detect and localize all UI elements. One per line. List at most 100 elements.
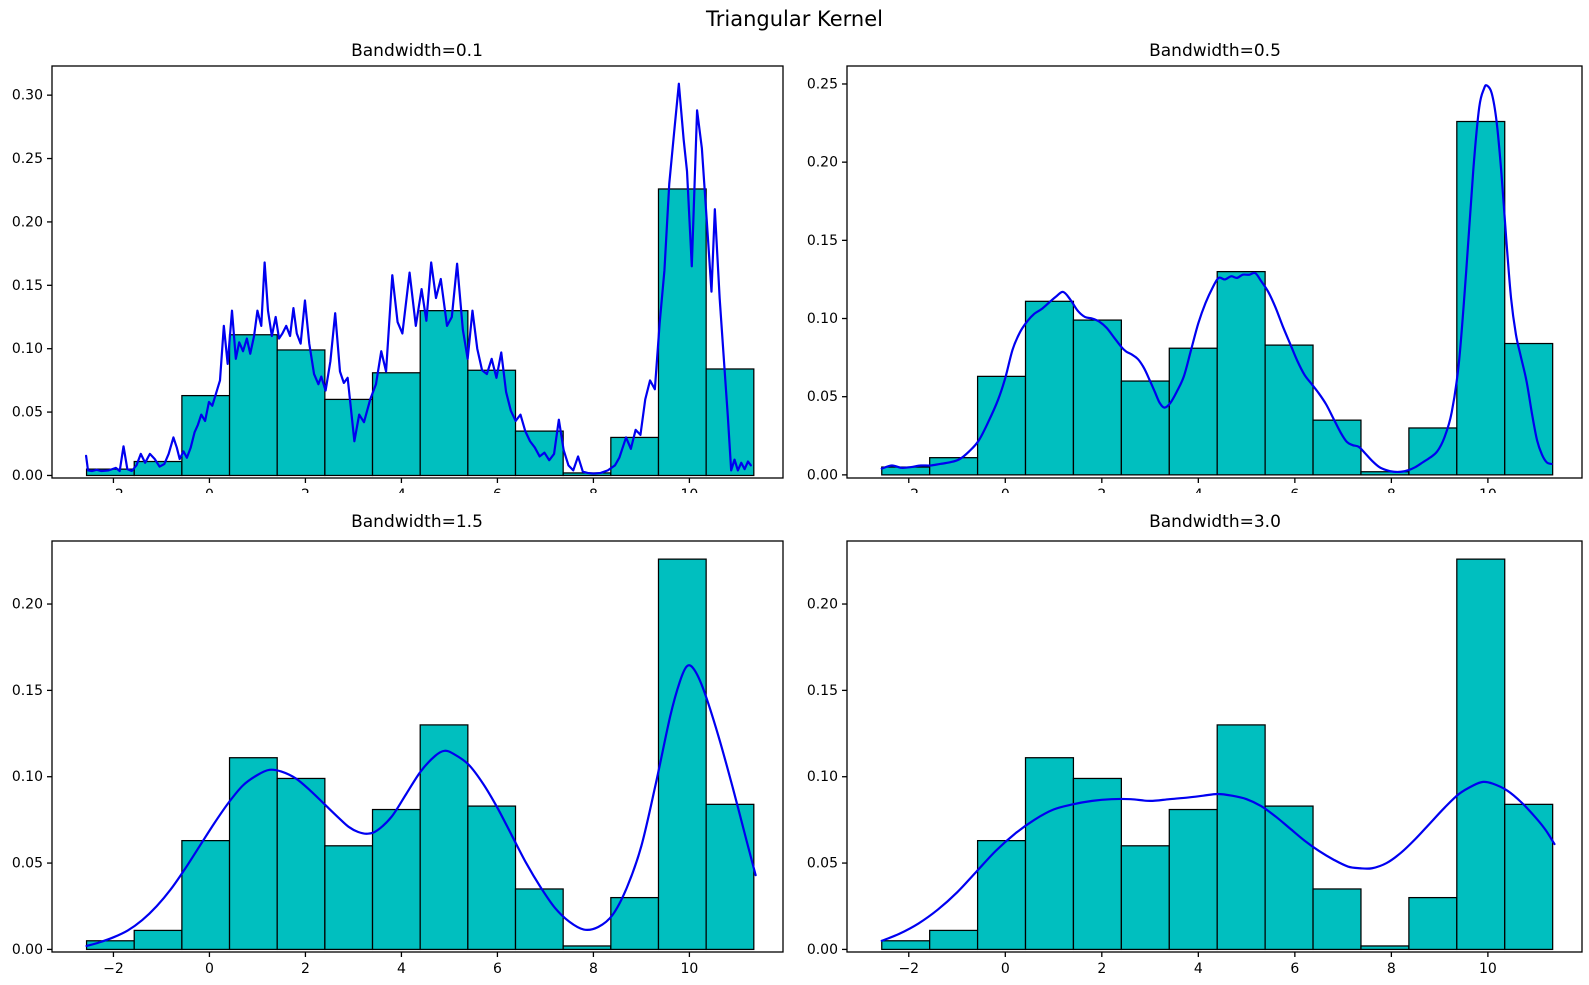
y-tick-label: 0.20 xyxy=(12,214,43,230)
x-tick-label: 4 xyxy=(397,961,406,977)
subplot-bottom-right: −2 0 2 4 6 8 10 0.00 0.05 0.10 0.15 0.20 xyxy=(807,540,1583,977)
y-tick-label: 0.20 xyxy=(807,597,838,613)
y-tick-label: 0.10 xyxy=(12,769,43,785)
kde-curve xyxy=(880,780,1556,942)
subplot-title-bandwidth-0-1: Bandwidth=0.1 xyxy=(351,41,483,61)
axes-frame xyxy=(846,540,1583,953)
histogram-bar xyxy=(181,839,231,951)
histogram-bar xyxy=(705,803,755,951)
histogram-bar xyxy=(1312,888,1362,951)
y-tick-label: 0.05 xyxy=(807,389,838,405)
histogram-bar xyxy=(976,839,1027,951)
histogram-bar xyxy=(419,310,469,477)
x-tick-label: 8 xyxy=(1387,487,1396,493)
subplot-top-right: −2 0 2 4 6 8 10 0.00 0.05 0.10 0.15 0.20 0.25 xyxy=(807,65,1583,493)
histogram-bar xyxy=(514,888,564,951)
histogram-bar xyxy=(371,808,421,951)
histogram-bar xyxy=(562,945,612,951)
histogram-bar xyxy=(133,929,183,951)
histogram-bar xyxy=(467,805,517,951)
histogram-bar xyxy=(1504,803,1554,951)
y-tick-label: 0.05 xyxy=(807,856,838,872)
subplot-bottom-left: −2 0 2 4 6 8 10 0.00 0.05 0.10 0.15 0.20 xyxy=(12,540,784,977)
histogram-bar xyxy=(1120,380,1170,476)
histogram-bar xyxy=(1168,347,1218,476)
x-tick-label: 2 xyxy=(1097,961,1106,977)
x-tick-label: −2 xyxy=(103,961,124,977)
x-tick-label: 10 xyxy=(680,961,698,977)
histogram-bar xyxy=(929,929,979,951)
kde-curve xyxy=(84,82,752,475)
y-tick-label: 0.25 xyxy=(12,151,43,167)
y-tick-label: 0.25 xyxy=(807,76,838,92)
x-tick-label: 10 xyxy=(1479,487,1497,493)
y-tick-label: 0.15 xyxy=(12,683,43,699)
x-tick-label: 0 xyxy=(1001,961,1010,977)
y-tick-label: 0.30 xyxy=(12,88,43,104)
histogram-bar xyxy=(371,372,421,477)
x-tick-label: 2 xyxy=(301,961,310,977)
x-tick-label: 8 xyxy=(589,961,598,977)
x-tick-label: 0 xyxy=(1001,487,1010,493)
histogram-bar xyxy=(1264,344,1314,476)
subplot-title-bandwidth-3-0: Bandwidth=3.0 xyxy=(1149,512,1281,532)
y-tick-label: 0.15 xyxy=(807,683,838,699)
subplot-title-bandwidth-1-5: Bandwidth=1.5 xyxy=(351,512,483,532)
histogram-bar xyxy=(228,334,278,477)
x-tick-label: 6 xyxy=(1290,487,1299,493)
y-tick-label: 0.15 xyxy=(807,233,838,249)
histogram-bar xyxy=(1312,419,1362,476)
x-tick-label: 4 xyxy=(397,487,406,493)
histogram-bar xyxy=(610,436,660,477)
x-tick-label: −2 xyxy=(103,487,124,493)
histogram-bar xyxy=(929,457,979,476)
x-tick-label: 2 xyxy=(1097,487,1106,493)
histogram-bar xyxy=(1216,270,1266,476)
x-tick-label: 10 xyxy=(1479,961,1497,977)
histogram-bar xyxy=(276,777,326,951)
histogram-bar xyxy=(881,940,931,951)
y-tick-label: 0.00 xyxy=(12,942,43,958)
kde-curve xyxy=(85,664,757,948)
y-tick-label: 0.05 xyxy=(12,405,43,421)
x-tick-label: 6 xyxy=(1290,961,1299,977)
y-tick-label: 0.15 xyxy=(12,278,43,294)
y-tick-label: 0.00 xyxy=(807,467,838,483)
axes-frame xyxy=(51,540,784,953)
x-tick-label: 0 xyxy=(205,961,214,977)
axes-frame xyxy=(846,65,1583,479)
subplot-title-bandwidth-0-5: Bandwidth=0.5 xyxy=(1149,41,1281,61)
y-tick-label: 0.00 xyxy=(807,942,838,958)
x-tick-label: 8 xyxy=(1387,961,1396,977)
y-tick-label: 0.20 xyxy=(12,597,43,613)
x-tick-label: 8 xyxy=(589,487,598,493)
figure-suptitle: Triangular Kernel xyxy=(705,7,883,31)
x-tick-label: −2 xyxy=(898,487,919,493)
y-tick-label: 0.20 xyxy=(807,155,838,171)
y-tick-label: 0.00 xyxy=(12,468,43,484)
histogram-bar xyxy=(1024,300,1075,476)
histogram-bar xyxy=(1216,724,1266,951)
y-tick-label: 0.10 xyxy=(807,311,838,327)
histogram-bar xyxy=(1072,777,1122,951)
histogram-bar xyxy=(276,349,326,477)
x-tick-label: 4 xyxy=(1194,487,1203,493)
histogram-bar xyxy=(1120,845,1170,951)
x-tick-label: −2 xyxy=(898,961,919,977)
histogram-bar xyxy=(181,394,231,477)
x-tick-label: 6 xyxy=(493,487,502,493)
subplot-top-left: −2 0 2 4 6 8 10 0.00 0.05 0.10 0.15 0.20 0.25 0.30 xyxy=(12,65,784,493)
x-tick-label: 6 xyxy=(493,961,502,977)
histogram-bar xyxy=(1360,945,1410,951)
histogram-bar xyxy=(1456,558,1506,951)
histogram-bar xyxy=(1168,808,1218,951)
histogram-bar xyxy=(228,757,278,951)
x-tick-label: 4 xyxy=(1194,961,1203,977)
y-tick-label: 0.10 xyxy=(807,769,838,785)
histogram-bar xyxy=(1024,757,1075,951)
kde-curve xyxy=(880,84,1553,474)
histogram-bar xyxy=(324,398,374,477)
histogram-bar xyxy=(324,845,374,951)
axes-frame xyxy=(51,65,784,479)
